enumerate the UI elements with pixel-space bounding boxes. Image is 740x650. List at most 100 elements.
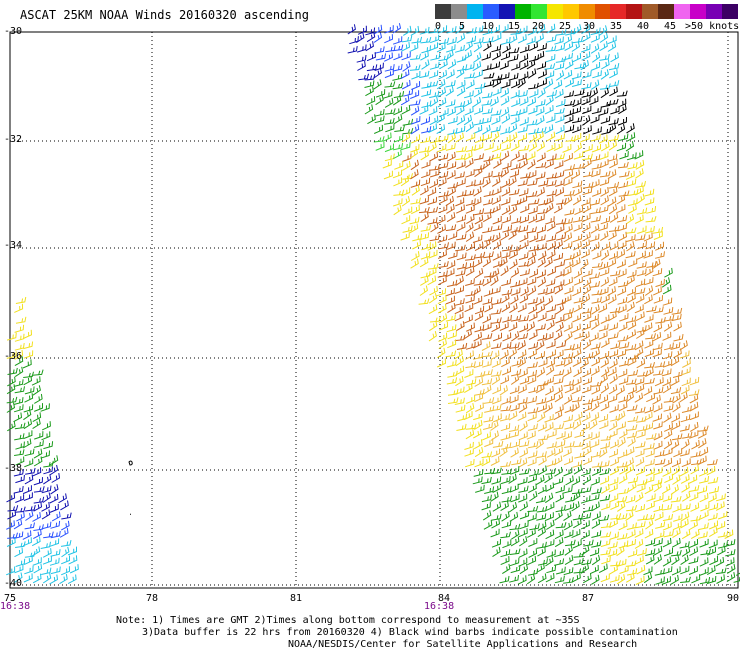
wind-barb	[571, 323, 581, 333]
wind-barb	[465, 266, 475, 277]
wind-barb	[464, 40, 473, 52]
wind-barb	[616, 123, 626, 135]
wind-barb	[420, 136, 431, 144]
wind-barb	[572, 249, 581, 260]
wind-barb	[535, 131, 544, 142]
wind-barb	[446, 170, 456, 180]
wind-barb	[627, 415, 639, 423]
wind-barb	[473, 257, 483, 268]
wind-barb	[598, 107, 609, 116]
wind-barb	[526, 276, 537, 286]
wind-barb	[526, 119, 538, 126]
wind-barb	[456, 145, 467, 153]
wind-barb	[536, 187, 545, 197]
wind-barb	[527, 474, 537, 484]
wind-barb	[454, 171, 465, 179]
wind-barb	[697, 425, 709, 432]
wind-barb	[616, 385, 625, 396]
wind-barb	[511, 458, 522, 466]
wind-barb	[502, 161, 512, 170]
wind-barb	[41, 567, 52, 575]
wind-barb	[544, 195, 554, 206]
wind-barb	[385, 123, 395, 133]
wind-barb	[608, 140, 618, 151]
wind-barb	[663, 422, 673, 432]
wind-barb	[402, 118, 414, 126]
wind-barb	[572, 215, 584, 223]
wind-barb	[607, 258, 617, 268]
wind-barb	[554, 446, 563, 456]
wind-barb	[715, 501, 725, 511]
wind-barb	[608, 230, 617, 241]
wind-barb	[490, 125, 501, 133]
wind-barb	[436, 143, 447, 153]
wind-barb	[571, 79, 582, 87]
wind-barb	[14, 366, 24, 378]
wind-barb	[527, 369, 537, 378]
wind-barb	[680, 576, 691, 583]
wind-barb	[544, 414, 554, 423]
wind-barb	[535, 99, 546, 107]
wind-barb	[481, 63, 492, 72]
wind-barb	[518, 557, 528, 567]
wind-barb	[661, 576, 671, 585]
wind-barb	[427, 206, 439, 214]
wind-barb	[634, 538, 644, 549]
wind-barb	[410, 197, 421, 205]
wind-barb	[473, 469, 484, 477]
wind-barb	[400, 175, 410, 187]
wind-barb	[671, 307, 683, 315]
wind-barb	[699, 538, 709, 548]
wind-barb	[428, 249, 438, 259]
wind-barb	[384, 34, 394, 44]
wind-barb	[580, 358, 589, 369]
wind-barb	[14, 356, 24, 367]
wind-barb	[653, 440, 663, 450]
wind-barb	[546, 179, 557, 187]
wind-barb	[438, 242, 449, 250]
wind-barb	[473, 295, 483, 305]
wind-barb	[41, 431, 51, 441]
wind-barb	[518, 368, 528, 378]
wind-barb	[474, 134, 484, 144]
wind-barb	[437, 87, 447, 98]
wind-barb	[571, 41, 580, 52]
wind-barb	[455, 365, 465, 376]
wind-barb	[563, 567, 574, 576]
wind-barb	[410, 90, 420, 99]
wind-barb	[473, 439, 483, 450]
wind-barb	[465, 144, 477, 152]
wind-barb	[508, 473, 517, 484]
wind-barb	[401, 187, 411, 197]
wind-barb	[436, 79, 446, 90]
wind-barb	[535, 495, 547, 504]
wind-barb	[529, 89, 539, 98]
wind-barb	[508, 47, 520, 54]
wind-barb	[672, 537, 681, 548]
wind-barb	[673, 321, 682, 332]
wind-barb	[616, 513, 628, 521]
wind-barb	[626, 431, 638, 439]
wind-barb	[599, 53, 610, 61]
wind-barb	[555, 125, 565, 135]
wind-barb	[511, 331, 520, 342]
wind-barb	[591, 530, 602, 538]
wind-barb	[31, 376, 41, 386]
wind-barb	[519, 468, 530, 475]
wind-barb	[509, 249, 518, 259]
wind-barb	[645, 367, 654, 378]
wind-barb	[392, 36, 403, 45]
wind-barb	[563, 456, 573, 466]
wind-barb	[43, 441, 54, 450]
wind-barb	[500, 423, 511, 432]
wind-barb	[482, 226, 493, 234]
wind-barb	[463, 90, 474, 99]
wind-barb	[528, 106, 538, 115]
wind-barb	[33, 501, 43, 512]
wind-barb	[671, 554, 680, 566]
wind-barb	[510, 115, 520, 125]
wind-barb	[573, 302, 583, 313]
wind-barb	[583, 170, 594, 178]
wind-barb	[563, 223, 573, 234]
legend-swatch	[498, 4, 515, 19]
